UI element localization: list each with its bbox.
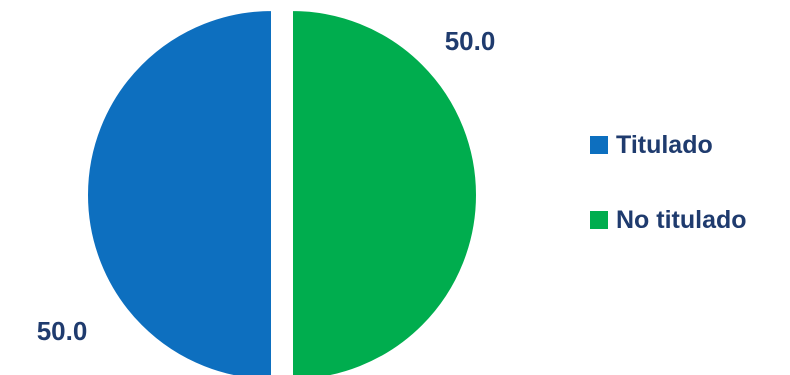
legend: Titulado No titulado [590, 125, 785, 275]
data-label-no-titulado: 50.0 [445, 26, 496, 56]
data-label-titulado: 50.0 [37, 316, 88, 346]
legend-label-titulado: Titulado [616, 130, 713, 159]
pie-slices [86, 8, 478, 375]
pie-data-labels: 50.0 50.0 [37, 26, 496, 346]
legend-item-titulado: Titulado [590, 125, 785, 165]
legend-item-no-titulado: No titulado [590, 200, 785, 240]
legend-label-no-titulado: No titulado [616, 205, 747, 234]
pie-slice-titulado [86, 8, 273, 375]
legend-swatch-titulado [590, 136, 608, 154]
legend-swatch-no-titulado [590, 211, 608, 229]
pie-slice-no-titulado [291, 8, 478, 375]
